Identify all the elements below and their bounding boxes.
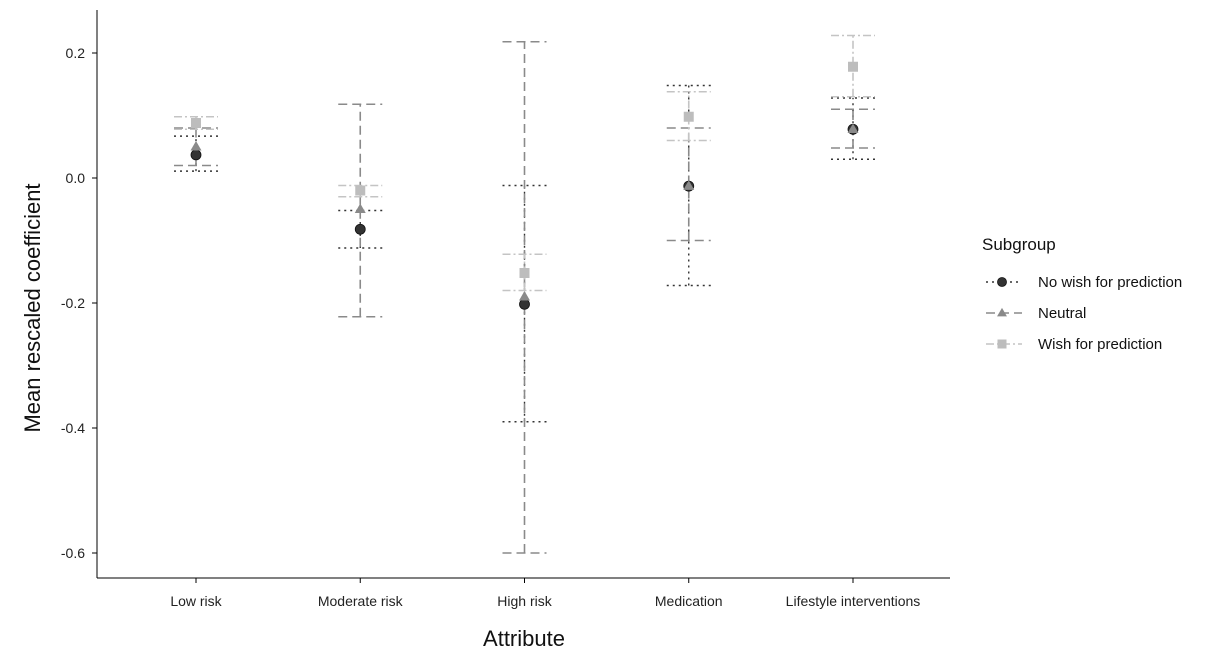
data-point (848, 61, 858, 72)
x-tick-label: Medication (655, 593, 723, 609)
data-point (519, 298, 530, 310)
legend-item: Neutral (986, 305, 1086, 322)
y-tick-label: -0.6 (61, 545, 85, 561)
legend-item: No wish for prediction (986, 274, 1182, 291)
error-bar (174, 135, 218, 172)
y-tick-label: 0.2 (66, 45, 86, 61)
y-tick-label: -0.4 (61, 420, 85, 436)
y-tick-label: 0.0 (66, 170, 86, 186)
data-point (354, 203, 366, 214)
error-bar (831, 34, 875, 98)
legend-label: Neutral (1038, 305, 1086, 322)
x-tick-label: Low risk (170, 593, 222, 609)
x-tick-label: High risk (497, 593, 552, 609)
axes (96, 10, 950, 579)
legend-marker (997, 307, 1007, 317)
data-point (191, 118, 201, 128)
legend-label: No wish for prediction (1038, 274, 1182, 291)
legend-marker (997, 339, 1007, 349)
y-axis-title: Mean rescaled coefficient (20, 183, 45, 432)
data-point (354, 223, 366, 235)
y-ticks: 0.2 0.0 -0.2 -0.4 -0.6 (61, 45, 97, 561)
data-points (190, 61, 859, 310)
legend-marker (997, 277, 1007, 287)
legend-item: Wish for prediction (986, 336, 1162, 353)
legend: Subgroup No wish for prediction Neutral Wi… (982, 235, 1182, 353)
legend-label: Wish for prediction (1038, 336, 1162, 353)
legend-items: No wish for prediction Neutral Wish for pr… (986, 274, 1182, 353)
error-bar (666, 84, 711, 287)
x-tick-label: Lifestyle interventions (786, 593, 921, 609)
x-ticks: Low risk Moderate risk High risk Medication… (170, 578, 920, 609)
data-point (519, 268, 530, 278)
x-tick-label: Moderate risk (318, 593, 404, 609)
data-point (190, 149, 202, 161)
data-point (519, 291, 530, 301)
error-bar (666, 90, 711, 142)
data-point (847, 123, 859, 134)
data-point (683, 180, 695, 190)
data-point (683, 111, 694, 122)
data-point (190, 141, 202, 151)
error-bar (502, 184, 547, 423)
x-axis-title: Attribute (483, 626, 565, 651)
data-point (355, 185, 366, 196)
y-tick-label: -0.2 (61, 295, 85, 311)
legend-title: Subgroup (982, 235, 1056, 254)
